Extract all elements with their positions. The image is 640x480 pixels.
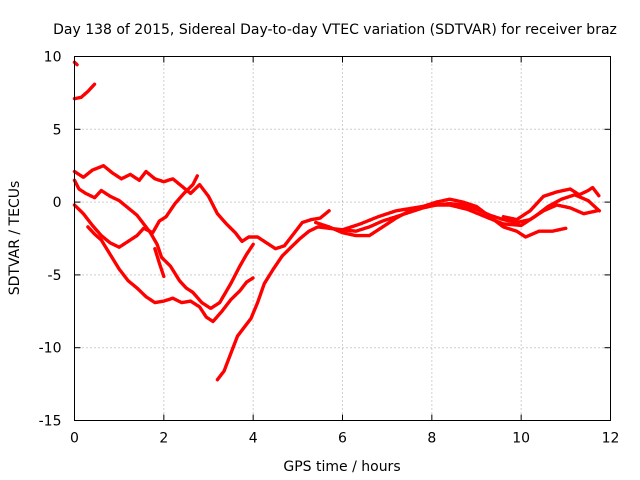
series-track-10 (340, 193, 601, 232)
chart-title: Day 138 of 2015, Sidereal Day-to-day VTE… (53, 22, 617, 38)
x-tick-label: 12 (602, 431, 620, 447)
x-tick-label: 6 (338, 431, 347, 447)
series-track-4 (72, 178, 255, 311)
y-tick-label: 0 (53, 195, 62, 211)
y-tick-label: -5 (48, 268, 62, 284)
x-tick-label: 4 (249, 431, 258, 447)
series-track-2 (72, 82, 97, 101)
x-tick-label: 10 (512, 431, 530, 447)
series-track-5 (72, 174, 200, 249)
data-series (72, 60, 601, 382)
x-tick-label: 0 (70, 431, 79, 447)
y-tick-label: -10 (39, 341, 62, 357)
x-axis-label: GPS time / hours (283, 459, 400, 475)
y-tick-label: 10 (44, 50, 62, 66)
series-track-9 (314, 197, 568, 239)
series-track-8 (215, 201, 599, 382)
series-track-3 (72, 163, 331, 251)
plot-frame (74, 56, 611, 421)
x-tick-label: 2 (159, 431, 168, 447)
y-axis-label: SDTVAR / TECUs (7, 181, 23, 296)
y-tick-label: -15 (39, 414, 62, 430)
tick-labels: 0 2 4 6 8 10 12 -15 -10 -5 0 5 10 (39, 50, 620, 447)
y-tick-label: 5 (53, 122, 62, 138)
series-track-6 (86, 225, 255, 324)
series-track-1 (72, 60, 80, 67)
grid-lines (74, 56, 611, 421)
x-tick-label: 8 (427, 431, 436, 447)
series-track-7 (153, 246, 166, 279)
series-track-11 (501, 185, 601, 222)
